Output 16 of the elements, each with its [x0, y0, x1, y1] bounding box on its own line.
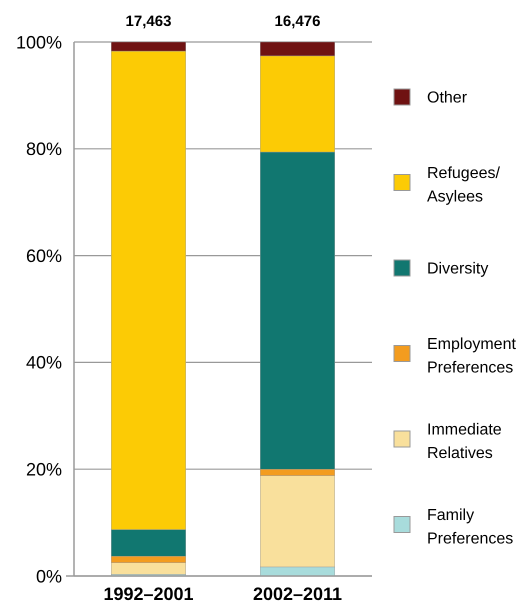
x-tick-label: 2002–2011: [252, 584, 342, 604]
x-tick-label: 1992–2001: [103, 584, 194, 604]
legend-label: Other: [427, 90, 468, 107]
y-tick-label: 80%: [26, 139, 62, 160]
y-tick-label: 20%: [26, 460, 62, 480]
legend-label: Diversity: [427, 260, 488, 278]
y-tick-label: 100%: [16, 32, 62, 52]
legend-label: Employment Preferences: [427, 336, 516, 376]
y-tick-label: 60%: [26, 246, 62, 266]
legend-label: Refugees/Asylees: [427, 165, 500, 206]
text: 17,463: [126, 13, 172, 30]
text: 16,476: [274, 13, 320, 30]
legend-label: Immediate Relatives: [427, 422, 502, 462]
y-tick-label: 0%: [36, 566, 62, 586]
legend-label: Family Preferences: [427, 507, 514, 548]
y-tick-label: 40%: [26, 352, 62, 373]
